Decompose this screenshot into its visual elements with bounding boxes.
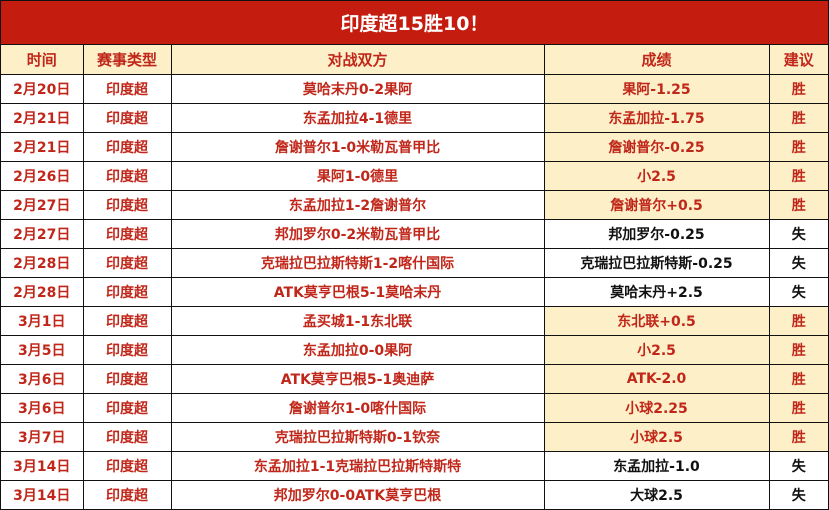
league-cell: 印度超 bbox=[82, 422, 172, 452]
league-cell: 印度超 bbox=[82, 74, 172, 104]
result-cell: ATK-2.0 bbox=[543, 364, 770, 394]
league-cell: 印度超 bbox=[82, 451, 172, 481]
league-cell: 印度超 bbox=[82, 364, 172, 394]
match-cell: 詹谢普尔1-0喀什国际 bbox=[170, 393, 545, 423]
advice-cell: 失 bbox=[768, 277, 828, 307]
page-title: 印度超15胜10！ bbox=[1, 1, 828, 45]
results-table: 时间 赛事类型 对战双方 成绩 建议 2月20日 印度超 莫哈末丹0-2果阿 果阿-1… bbox=[1, 45, 828, 509]
match-cell: 东孟加拉0-0果阿 bbox=[170, 335, 545, 365]
advice-cell: 失 bbox=[768, 480, 828, 509]
table-row: 2月20日 印度超 莫哈末丹0-2果阿 果阿-1.25 胜 bbox=[1, 74, 828, 104]
result-cell: 小2.5 bbox=[543, 161, 770, 191]
table-row: 2月28日 印度超 克瑞拉巴拉斯特斯1-2喀什国际 克瑞拉巴拉斯特斯-0.25 失 bbox=[1, 248, 828, 278]
match-cell: 邦加罗尔0-0ATK莫亨巴根 bbox=[170, 480, 545, 509]
league-cell: 印度超 bbox=[82, 248, 172, 278]
match-cell: ATK莫亨巴根5-1奥迪萨 bbox=[170, 364, 545, 394]
result-cell: 大球2.5 bbox=[543, 480, 770, 509]
table-row: 2月27日 印度超 东孟加拉1-2詹谢普尔 詹谢普尔+0.5 胜 bbox=[1, 190, 828, 220]
result-cell: 小球2.5 bbox=[543, 422, 770, 452]
date-cell: 3月6日 bbox=[1, 393, 84, 423]
advice-cell: 失 bbox=[768, 219, 828, 249]
date-cell: 3月5日 bbox=[1, 335, 84, 365]
date-cell: 2月27日 bbox=[1, 190, 84, 220]
result-cell: 东孟加拉-1.75 bbox=[543, 103, 770, 133]
advice-cell: 胜 bbox=[768, 190, 828, 220]
date-cell: 2月20日 bbox=[1, 74, 84, 104]
header-row: 时间 赛事类型 对战双方 成绩 建议 bbox=[1, 45, 828, 75]
result-cell: 詹谢普尔-0.25 bbox=[543, 132, 770, 162]
match-cell: 克瑞拉巴拉斯特斯0-1钦奈 bbox=[170, 422, 545, 452]
advice-cell: 失 bbox=[768, 248, 828, 278]
header-advice: 建议 bbox=[768, 45, 828, 75]
table-row: 2月21日 印度超 东孟加拉4-1德里 东孟加拉-1.75 胜 bbox=[1, 103, 828, 133]
header-league: 赛事类型 bbox=[82, 45, 172, 75]
league-cell: 印度超 bbox=[82, 190, 172, 220]
date-cell: 3月7日 bbox=[1, 422, 84, 452]
table-row: 3月1日 印度超 孟买城1-1东北联 东北联+0.5 胜 bbox=[1, 306, 828, 336]
result-cell: 东孟加拉-1.0 bbox=[543, 451, 770, 481]
result-cell: 克瑞拉巴拉斯特斯-0.25 bbox=[543, 248, 770, 278]
advice-cell: 胜 bbox=[768, 74, 828, 104]
match-cell: 东孟加拉1-1克瑞拉巴拉斯特斯特 bbox=[170, 451, 545, 481]
match-cell: 克瑞拉巴拉斯特斯1-2喀什国际 bbox=[170, 248, 545, 278]
advice-cell: 胜 bbox=[768, 393, 828, 423]
date-cell: 2月21日 bbox=[1, 103, 84, 133]
date-cell: 2月28日 bbox=[1, 248, 84, 278]
result-cell: 小2.5 bbox=[543, 335, 770, 365]
league-cell: 印度超 bbox=[82, 335, 172, 365]
result-cell: 果阿-1.25 bbox=[543, 74, 770, 104]
header-match: 对战双方 bbox=[170, 45, 545, 75]
date-cell: 3月14日 bbox=[1, 451, 84, 481]
match-cell: ATK莫亨巴根5-1莫哈末丹 bbox=[170, 277, 545, 307]
result-cell: 詹谢普尔+0.5 bbox=[543, 190, 770, 220]
date-cell: 2月21日 bbox=[1, 132, 84, 162]
result-cell: 东北联+0.5 bbox=[543, 306, 770, 336]
advice-cell: 胜 bbox=[768, 306, 828, 336]
date-cell: 3月1日 bbox=[1, 306, 84, 336]
match-cell: 东孟加拉4-1德里 bbox=[170, 103, 545, 133]
table-row: 3月14日 印度超 邦加罗尔0-0ATK莫亨巴根 大球2.5 失 bbox=[1, 480, 828, 509]
advice-cell: 失 bbox=[768, 451, 828, 481]
table-row: 2月28日 印度超 ATK莫亨巴根5-1莫哈末丹 莫哈末丹+2.5 失 bbox=[1, 277, 828, 307]
league-cell: 印度超 bbox=[82, 219, 172, 249]
league-cell: 印度超 bbox=[82, 393, 172, 423]
result-cell: 小球2.25 bbox=[543, 393, 770, 423]
league-cell: 印度超 bbox=[82, 132, 172, 162]
match-cell: 东孟加拉1-2詹谢普尔 bbox=[170, 190, 545, 220]
league-cell: 印度超 bbox=[82, 480, 172, 509]
header-date: 时间 bbox=[1, 45, 84, 75]
result-cell: 莫哈末丹+2.5 bbox=[543, 277, 770, 307]
date-cell: 2月28日 bbox=[1, 277, 84, 307]
table-row: 2月27日 印度超 邦加罗尔0-2米勒瓦普甲比 邦加罗尔-0.25 失 bbox=[1, 219, 828, 249]
table-row: 3月6日 印度超 詹谢普尔1-0喀什国际 小球2.25 胜 bbox=[1, 393, 828, 423]
match-cell: 邦加罗尔0-2米勒瓦普甲比 bbox=[170, 219, 545, 249]
table-row: 2月26日 印度超 果阿1-0德里 小2.5 胜 bbox=[1, 161, 828, 191]
advice-cell: 胜 bbox=[768, 132, 828, 162]
match-cell: 果阿1-0德里 bbox=[170, 161, 545, 191]
date-cell: 2月26日 bbox=[1, 161, 84, 191]
league-cell: 印度超 bbox=[82, 161, 172, 191]
match-cell: 莫哈末丹0-2果阿 bbox=[170, 74, 545, 104]
advice-cell: 胜 bbox=[768, 364, 828, 394]
league-cell: 印度超 bbox=[82, 306, 172, 336]
advice-cell: 胜 bbox=[768, 161, 828, 191]
match-cell: 孟买城1-1东北联 bbox=[170, 306, 545, 336]
advice-cell: 胜 bbox=[768, 335, 828, 365]
table-row: 3月6日 印度超 ATK莫亨巴根5-1奥迪萨 ATK-2.0 胜 bbox=[1, 364, 828, 394]
advice-cell: 胜 bbox=[768, 103, 828, 133]
table-row: 3月5日 印度超 东孟加拉0-0果阿 小2.5 胜 bbox=[1, 335, 828, 365]
date-cell: 3月14日 bbox=[1, 480, 84, 509]
league-cell: 印度超 bbox=[82, 103, 172, 133]
match-cell: 詹谢普尔1-0米勒瓦普甲比 bbox=[170, 132, 545, 162]
advice-cell: 胜 bbox=[768, 422, 828, 452]
date-cell: 2月27日 bbox=[1, 219, 84, 249]
table-row: 2月21日 印度超 詹谢普尔1-0米勒瓦普甲比 詹谢普尔-0.25 胜 bbox=[1, 132, 828, 162]
table-row: 3月14日 印度超 东孟加拉1-1克瑞拉巴拉斯特斯特 东孟加拉-1.0 失 bbox=[1, 451, 828, 481]
result-cell: 邦加罗尔-0.25 bbox=[543, 219, 770, 249]
table-row: 3月7日 印度超 克瑞拉巴拉斯特斯0-1钦奈 小球2.5 胜 bbox=[1, 422, 828, 452]
header-result: 成绩 bbox=[543, 45, 770, 75]
league-cell: 印度超 bbox=[82, 277, 172, 307]
date-cell: 3月6日 bbox=[1, 364, 84, 394]
